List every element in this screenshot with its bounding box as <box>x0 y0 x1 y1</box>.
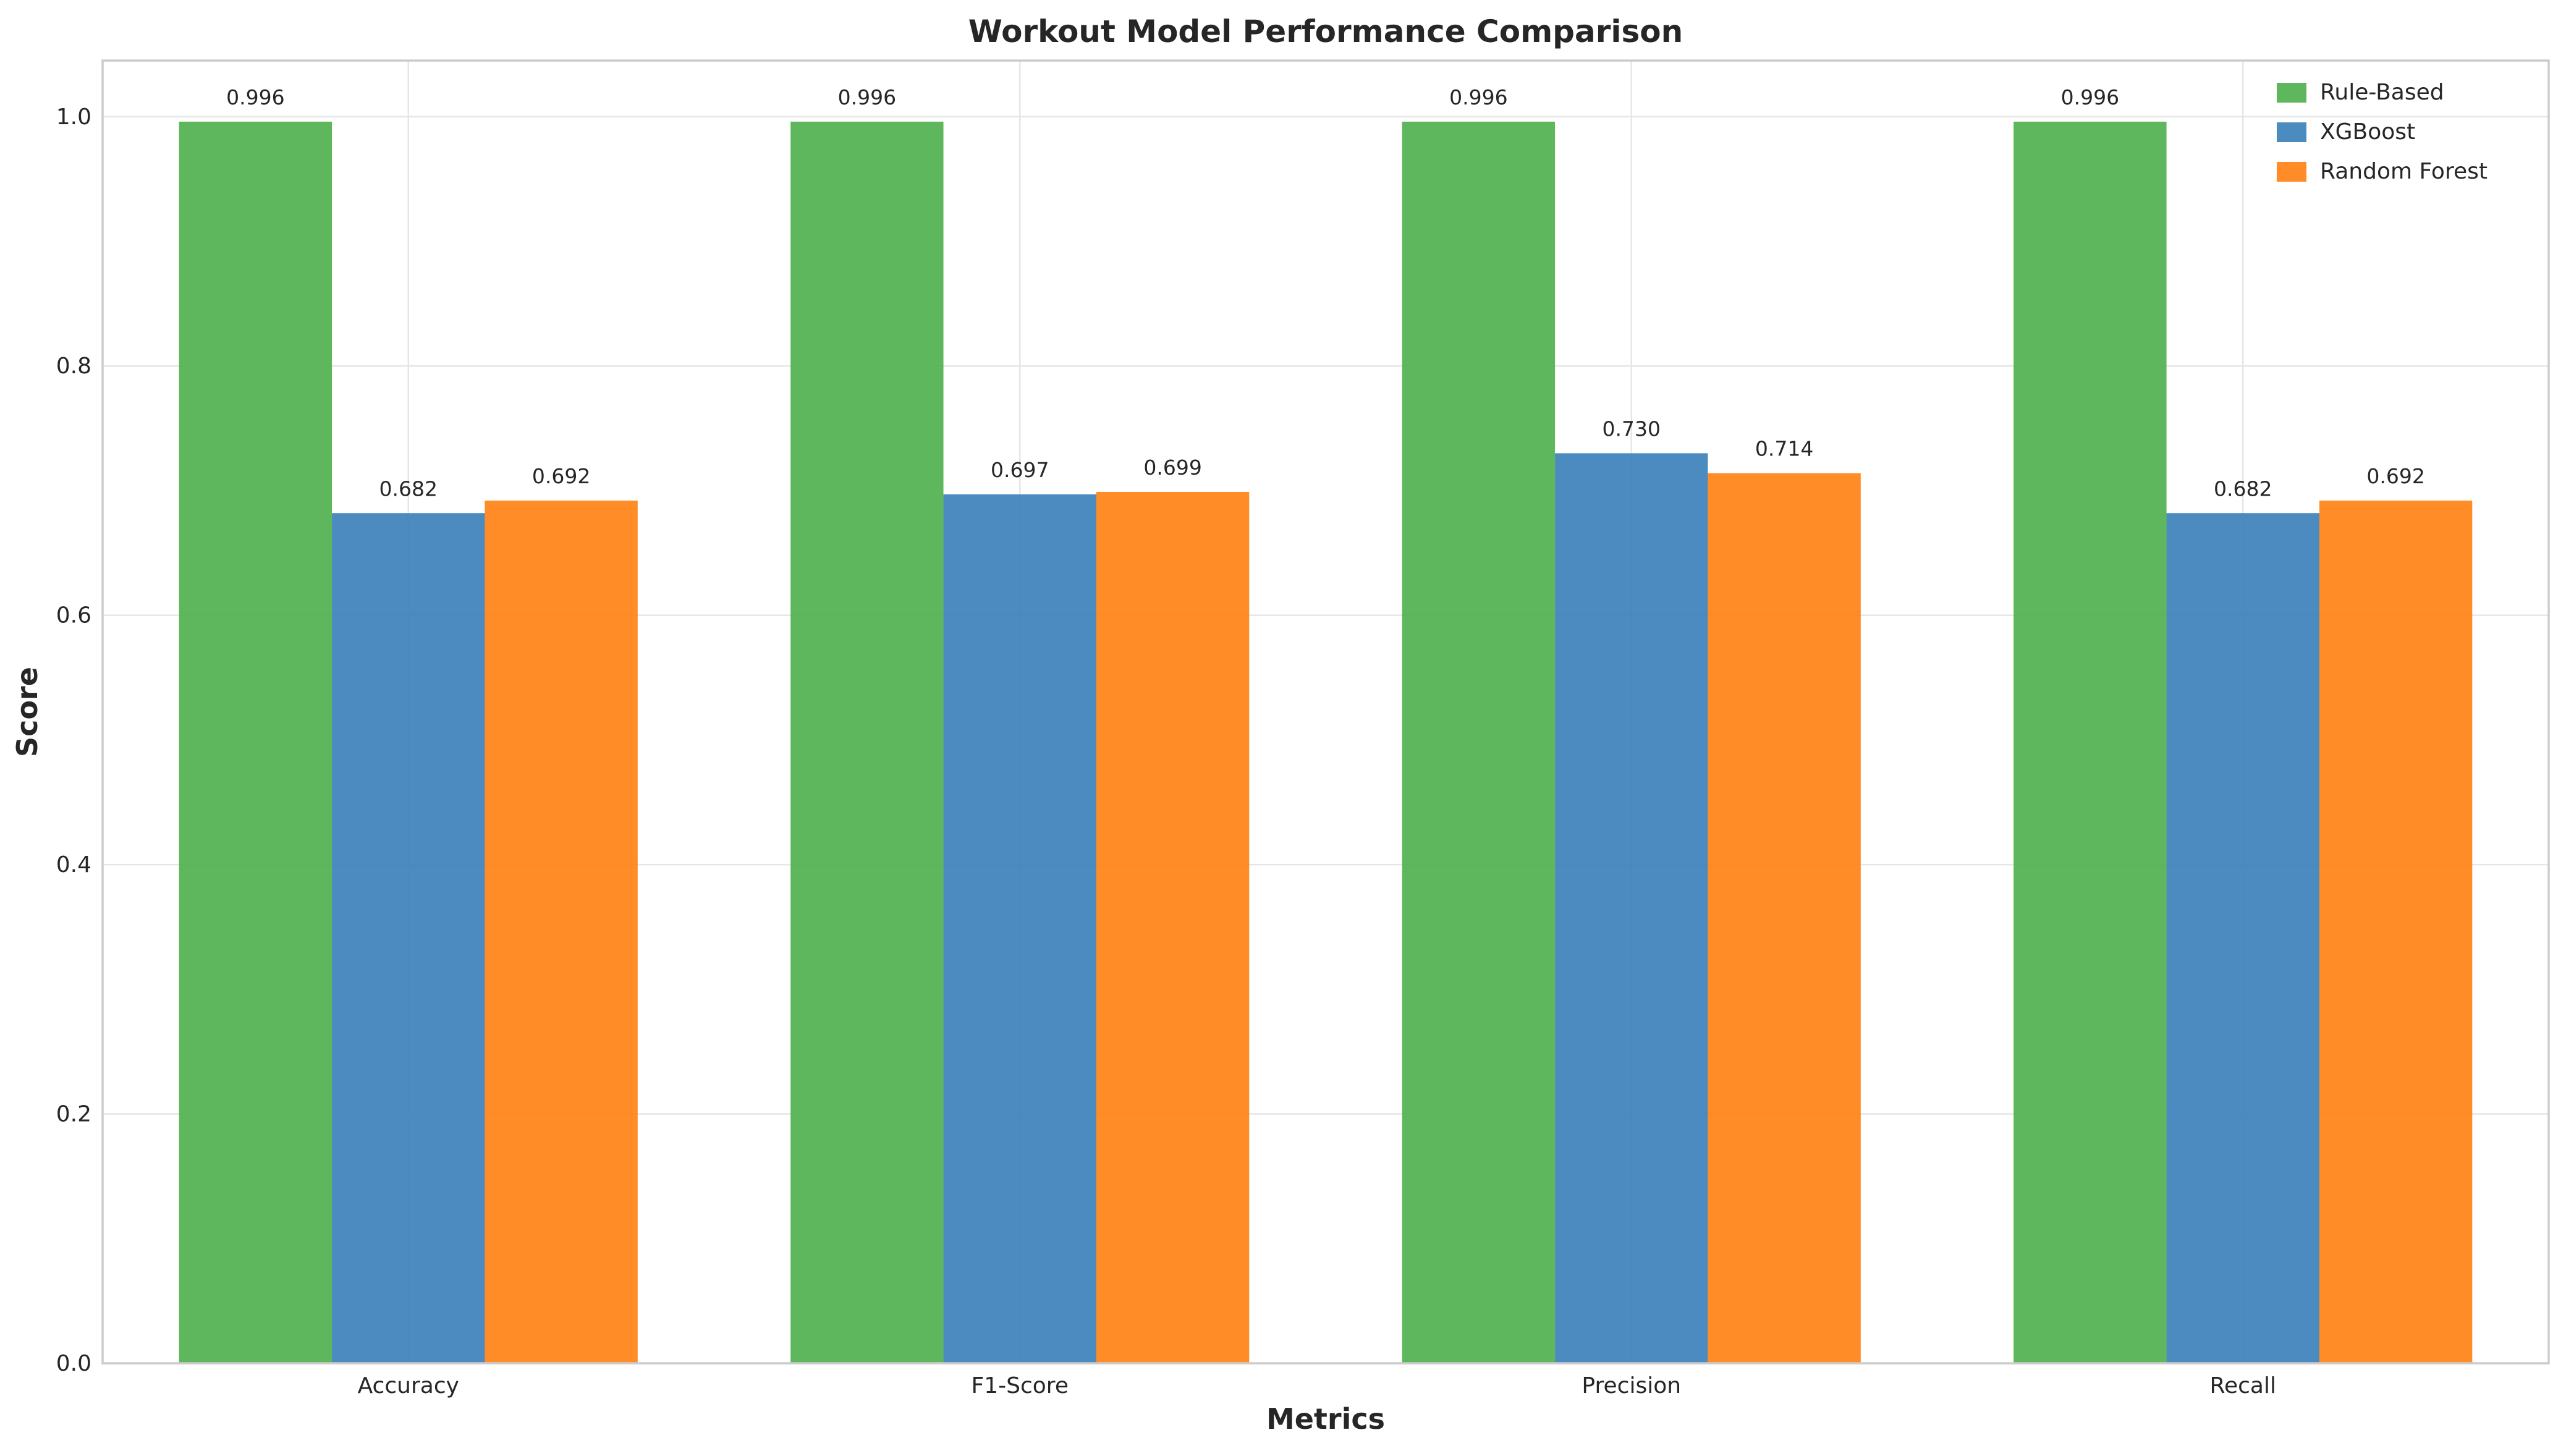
y-tick-label: 1.0 <box>56 104 91 130</box>
bar-value-label: 0.714 <box>1755 437 1813 461</box>
bar-value-label: 0.697 <box>991 458 1049 482</box>
y-axis-label: Score <box>11 667 44 757</box>
y-tick-label: 0.4 <box>56 852 91 878</box>
bars <box>179 121 2473 1364</box>
legend-swatch <box>2277 122 2306 142</box>
y-tick-label: 0.8 <box>56 353 91 379</box>
bar-value-label: 0.692 <box>532 464 590 488</box>
axes-frame <box>101 59 2550 1365</box>
bar <box>332 513 485 1363</box>
x-tick-label: Precision <box>1582 1373 1681 1399</box>
bar-value-label: 0.996 <box>1449 85 1507 109</box>
bar <box>1096 491 1250 1363</box>
x-tick-label: Recall <box>2210 1373 2276 1399</box>
bar <box>943 494 1096 1363</box>
bar <box>1402 121 1556 1364</box>
y-tick-label: 0.6 <box>56 603 91 629</box>
legend-label: XGBoost <box>2320 119 2415 145</box>
y-tick-label: 0.2 <box>56 1102 91 1127</box>
bar-value-label: 0.692 <box>2366 464 2424 488</box>
bar <box>790 121 944 1364</box>
bar-value-label: 0.682 <box>2214 476 2272 501</box>
bar-value-label: 0.699 <box>1143 455 1201 480</box>
legend-swatch <box>2277 162 2306 182</box>
bar-value-label: 0.996 <box>226 85 284 109</box>
legend: Rule-Based XGBoost Random Forest <box>2277 80 2488 184</box>
bar <box>179 121 332 1364</box>
y-tick-label: 0.0 <box>56 1351 91 1376</box>
ticks: 0.0 0.2 0.4 0.6 0.8 1.0 Accuracy F1-Score Precis… <box>56 104 2276 1399</box>
legend-label: Rule-Based <box>2320 80 2444 105</box>
bar <box>485 501 638 1364</box>
x-axis-label: Metrics <box>1266 1402 1385 1436</box>
x-tick-label: F1-Score <box>972 1373 1069 1399</box>
bar-value-label: 0.682 <box>379 476 438 501</box>
bar-value-label: 0.996 <box>838 85 896 109</box>
bar-value-label: 0.730 <box>1603 417 1661 441</box>
bar <box>1555 453 1708 1364</box>
legend-label: Random Forest <box>2320 159 2488 184</box>
bar <box>1708 473 1861 1363</box>
legend-swatch <box>2277 83 2306 103</box>
bar <box>2319 501 2473 1364</box>
bar <box>2166 513 2319 1363</box>
value-labels: 0.996 0.996 0.996 0.996 0.682 0.697 0.730 0.682… <box>226 85 2425 501</box>
chart-title: Workout Model Performance Comparison <box>968 14 1683 49</box>
bar <box>2013 121 2167 1364</box>
x-tick-label: Accuracy <box>358 1373 459 1399</box>
bar-value-label: 0.996 <box>2061 85 2119 109</box>
